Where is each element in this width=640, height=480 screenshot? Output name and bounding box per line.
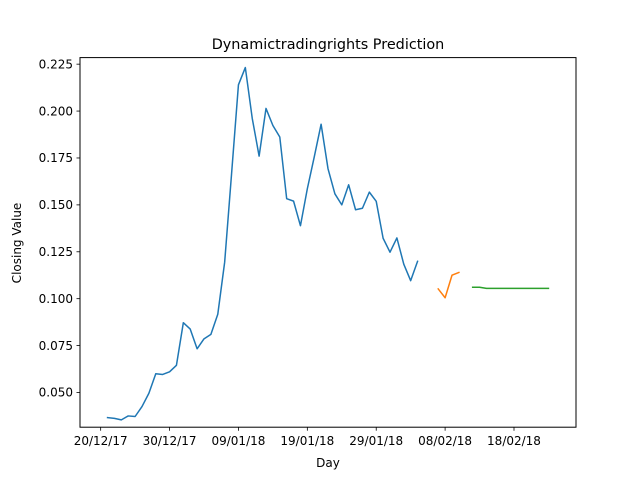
y-tick-label: 0.100: [39, 292, 73, 306]
series-line-1: [106, 66, 419, 421]
y-tick-label: 0.125: [39, 245, 73, 259]
x-tick-label: 09/01/18: [211, 434, 265, 448]
x-tick-label: 29/01/18: [349, 434, 403, 448]
y-tick-label: 0.175: [39, 151, 73, 165]
x-tick-label: 18/02/18: [487, 434, 541, 448]
chart-title: Dynamictradingrights Prediction: [212, 37, 445, 53]
x-tick-label: 08/02/18: [418, 434, 472, 448]
series-line-2: [437, 271, 460, 299]
x-axis-label: Day: [316, 456, 340, 470]
y-tick-label: 0.200: [39, 104, 73, 118]
y-tick-label: 0.150: [39, 198, 73, 212]
y-tick-label: 0.225: [39, 57, 73, 71]
axis-ticks: 20/12/17 30/12/17 09/01/18 19/01/18 29/01/18…: [39, 57, 541, 448]
y-tick-label: 0.075: [39, 339, 73, 353]
y-tick-label: 0.050: [39, 386, 73, 400]
x-tick-label: 20/12/17: [74, 434, 128, 448]
plot-lines: [106, 66, 550, 421]
series-line-3: [471, 286, 550, 290]
y-axis-label: Closing Value: [10, 203, 24, 284]
x-tick-label: 19/01/18: [280, 434, 334, 448]
x-tick-label: 30/12/17: [143, 434, 197, 448]
axes-frame: [79, 57, 577, 428]
